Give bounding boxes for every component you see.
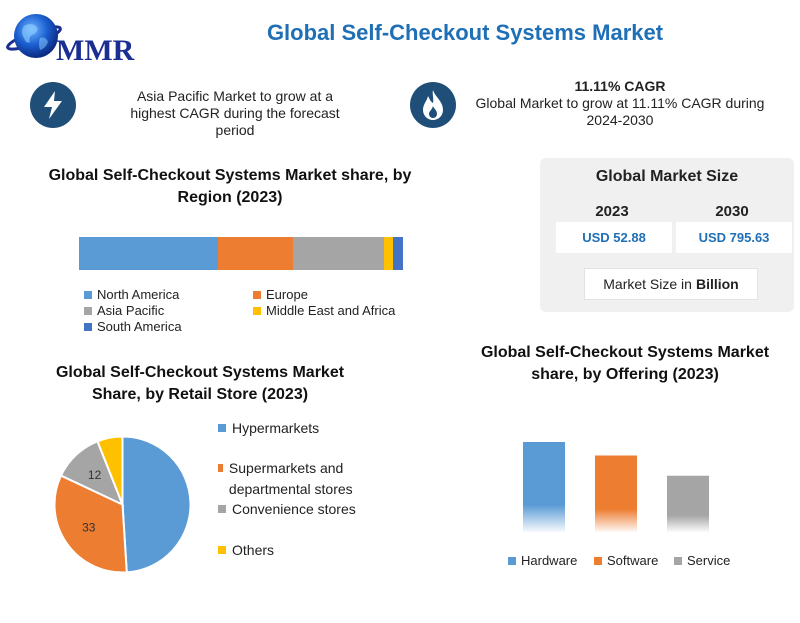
legend-hypermarkets: Hypermarkets bbox=[218, 418, 319, 439]
legend-others: Others bbox=[218, 540, 274, 561]
legend-swatch bbox=[253, 290, 261, 299]
value-2023: USD 52.88 bbox=[556, 222, 672, 253]
legend-swatch bbox=[218, 546, 226, 554]
year-2030: 2030 bbox=[715, 203, 749, 220]
region-chart-title: Global Self-Checkout Systems Market shar… bbox=[48, 167, 412, 206]
legend-south-america: South America bbox=[84, 319, 182, 334]
bar-service bbox=[667, 475, 709, 532]
bar-segment-middle-east-and-africa bbox=[383, 237, 394, 270]
legend-label: Asia Pacific bbox=[97, 303, 165, 318]
unit-bold: Billion bbox=[695, 276, 739, 292]
cagr-title: 11.11% CAGR bbox=[574, 78, 666, 94]
fact-asia-pacific: Asia Pacific Market to grow at a highest… bbox=[130, 88, 340, 138]
retail-chart-title: Global Self-Checkout Systems Market Shar… bbox=[55, 364, 345, 403]
unit-prefix: Market Size in bbox=[603, 276, 692, 292]
pie-slice-hypermarkets bbox=[121, 435, 192, 574]
legend-label: Europe bbox=[266, 287, 308, 302]
value-2030: USD 795.63 bbox=[676, 222, 792, 253]
legend-convenience-stores: Convenience stores bbox=[218, 499, 356, 520]
lightning-icon bbox=[30, 82, 76, 128]
legend-swatch bbox=[84, 290, 92, 299]
legend-label: Software bbox=[607, 553, 659, 568]
legend-label: North America bbox=[97, 287, 180, 302]
legend-label: South America bbox=[97, 319, 182, 334]
flame-icon bbox=[410, 82, 456, 128]
legend-swatch bbox=[84, 306, 92, 315]
logo-text: MMR bbox=[56, 34, 135, 67]
bar-segment-south-america bbox=[393, 237, 403, 270]
bar-segment-europe bbox=[218, 237, 293, 270]
legend-swatch bbox=[84, 322, 92, 331]
legend-swatch bbox=[594, 556, 602, 565]
legend-label: Others bbox=[232, 542, 275, 558]
legend-hardware: Hardware bbox=[508, 553, 577, 568]
legend-label: Hardware bbox=[521, 553, 578, 568]
legend-label: Convenience stores bbox=[232, 501, 356, 517]
legend-swatch bbox=[674, 556, 682, 565]
mmr-logo bbox=[6, 14, 62, 58]
market-size-unit-note: Market Size in Billion bbox=[584, 268, 758, 300]
legend-label: Service bbox=[687, 553, 731, 568]
legend-swatch bbox=[218, 464, 223, 472]
bar-software bbox=[595, 455, 637, 532]
legend-supermarkets: Supermarkets and departmental stores bbox=[218, 458, 378, 500]
year-2023: 2023 bbox=[595, 203, 629, 220]
market-size-title: Global Market Size bbox=[595, 168, 739, 185]
legend-europe: Europe bbox=[253, 287, 308, 302]
retail-pie-chart: 33 12 bbox=[53, 435, 192, 574]
pie-data-label: 33 bbox=[82, 520, 96, 534]
legend-service: Service bbox=[674, 553, 730, 568]
offering-chart-title: Global Self-Checkout Systems Market shar… bbox=[480, 344, 770, 383]
legend-asia-pacific: Asia Pacific bbox=[84, 303, 164, 318]
legend-north-america: North America bbox=[84, 287, 179, 302]
market-size-card: Global Market Size 2023 2030 USD 52.88 U… bbox=[540, 158, 794, 312]
legend-label: Middle East and Africa bbox=[266, 303, 396, 318]
legend-middle-east-africa: Middle East and Africa bbox=[253, 303, 395, 318]
legend-label: Hypermarkets bbox=[232, 420, 320, 436]
offering-bar-chart bbox=[523, 442, 709, 532]
bar-hardware bbox=[523, 442, 565, 532]
cagr-text: Global Market to grow at 11.11% CAGR dur… bbox=[475, 95, 765, 128]
legend-swatch bbox=[218, 424, 226, 432]
legend-software: Software bbox=[594, 553, 658, 568]
pie-slice-supermarkets bbox=[53, 474, 128, 574]
legend-swatch bbox=[218, 505, 226, 513]
legend-label: Supermarkets and departmental stores bbox=[228, 460, 353, 497]
region-stacked-bar bbox=[79, 237, 403, 270]
pie-slice-others bbox=[96, 435, 124, 505]
legend-swatch bbox=[508, 556, 516, 565]
bar-segment-asia-pacific bbox=[292, 237, 384, 270]
legend-swatch bbox=[253, 306, 261, 315]
pie-data-label: 12 bbox=[88, 468, 102, 482]
page-title: Global Self-Checkout Systems Market bbox=[266, 20, 664, 45]
bar-segment-north-america bbox=[79, 237, 219, 270]
